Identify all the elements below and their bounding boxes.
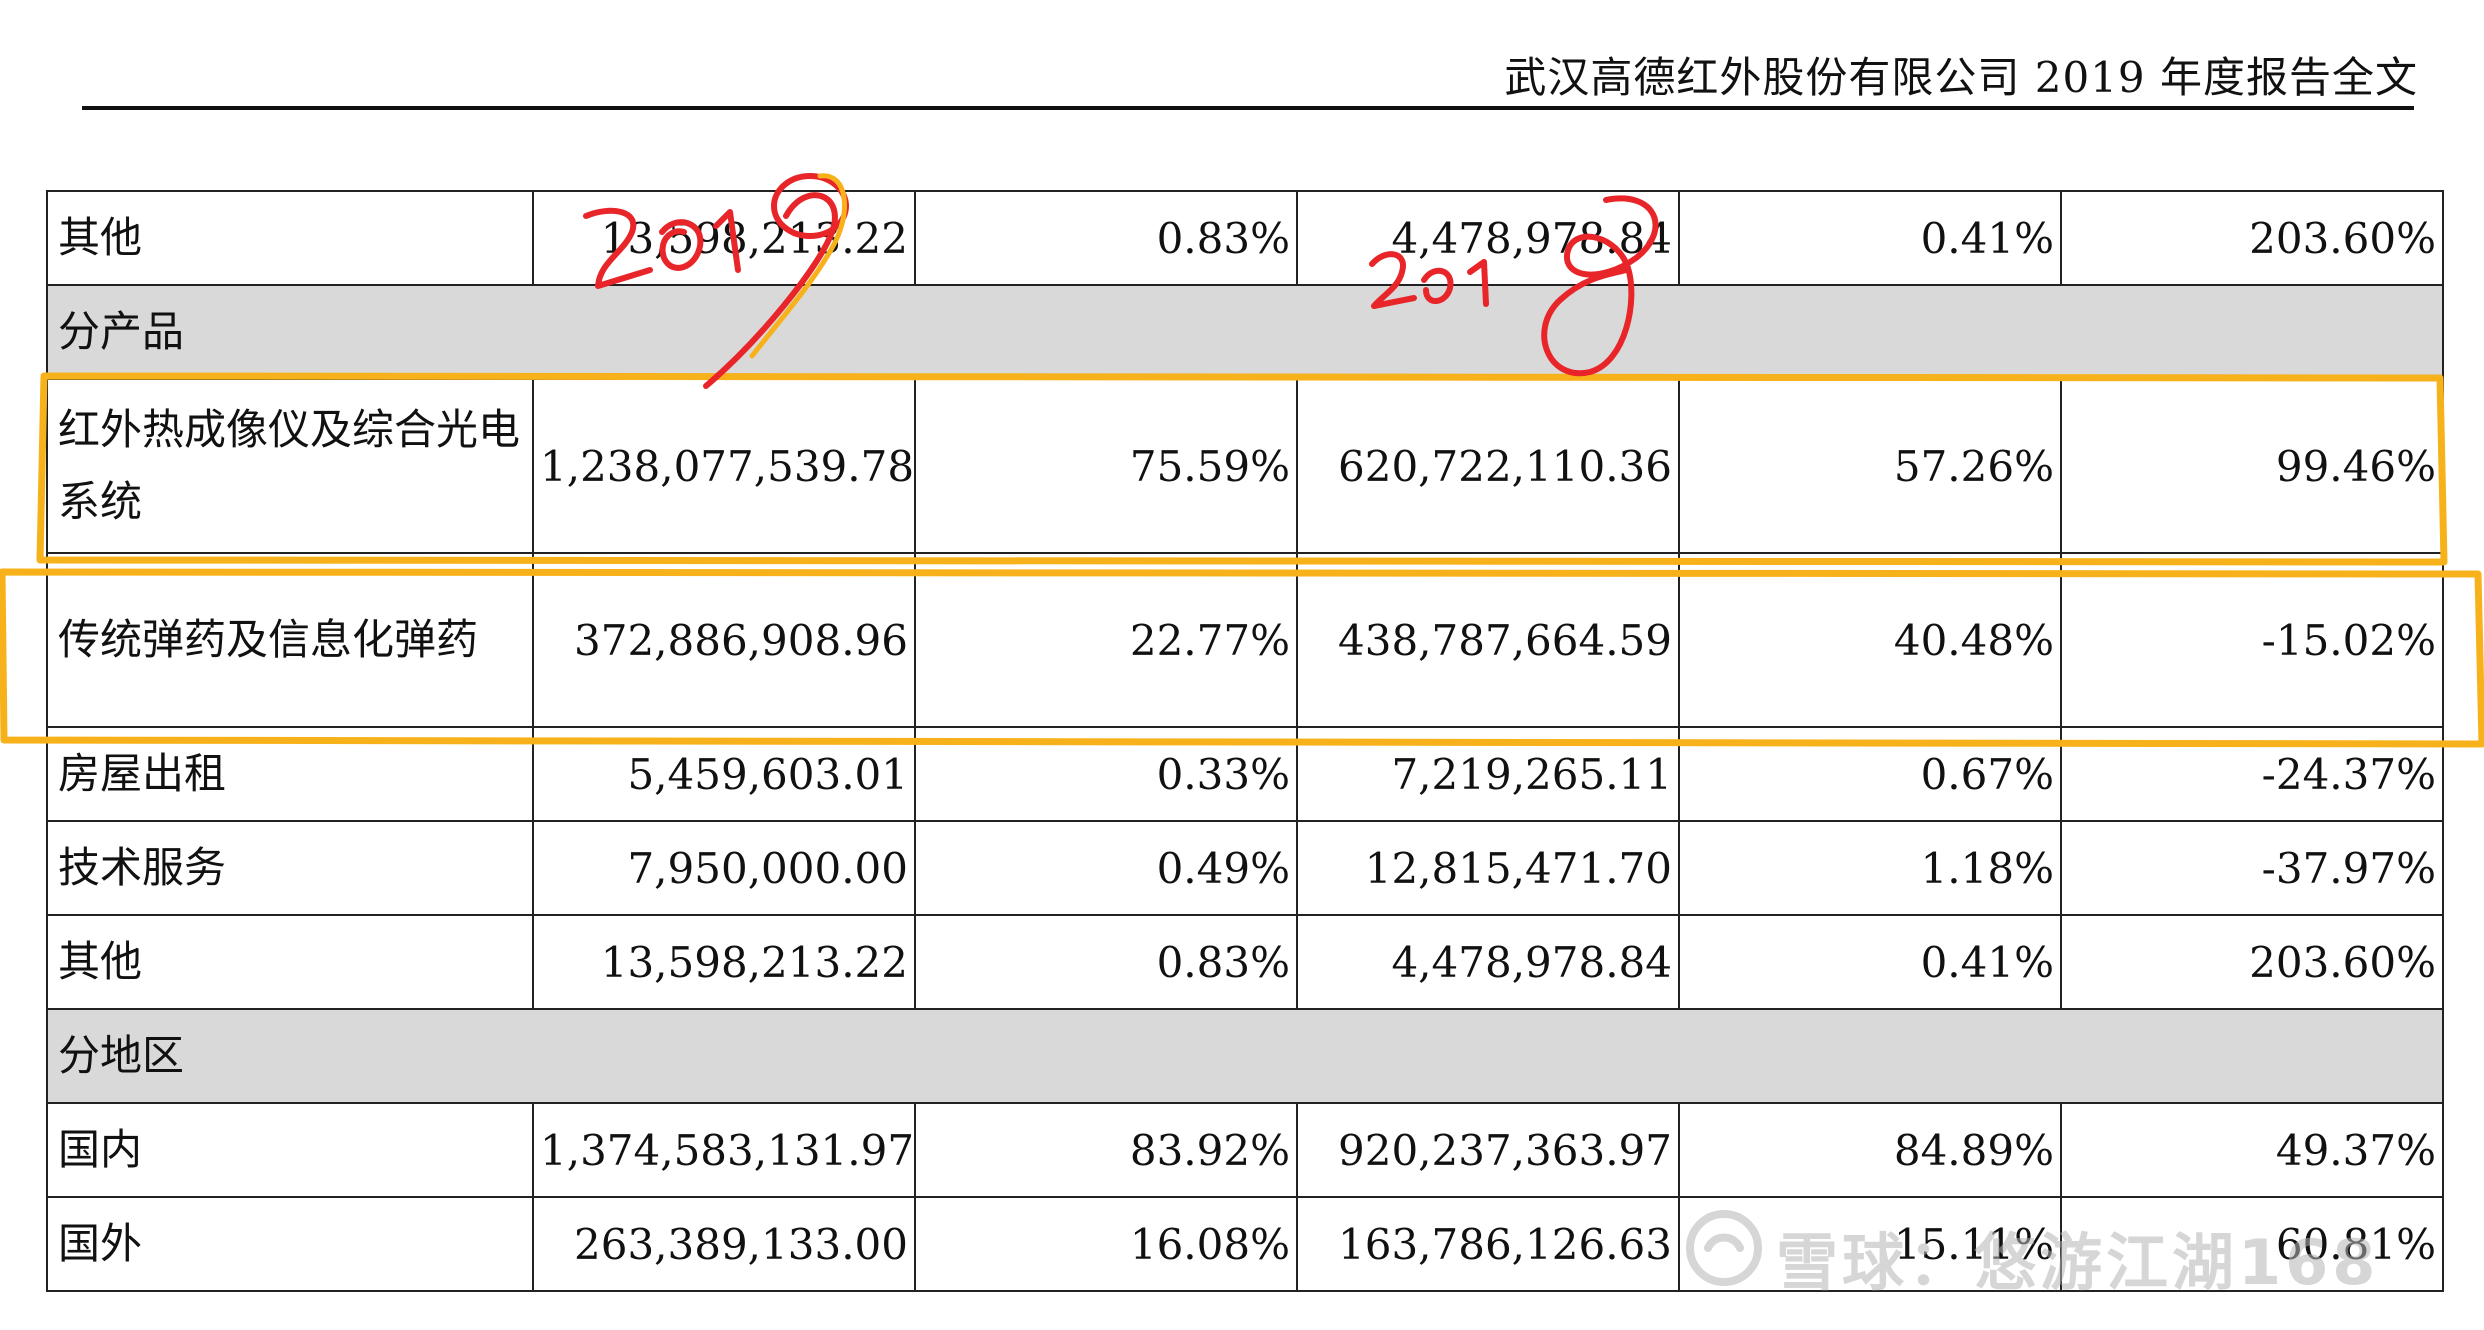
amount-2019: 7,950,000.00 <box>532 820 916 916</box>
report-header-title: 武汉高德红外股份有限公司 2019 年度报告全文 <box>1504 53 2418 102</box>
amount-2018: 7,219,265.11 <box>1296 726 1680 822</box>
amount-2018: 920,237,363.97 <box>1296 1102 1680 1198</box>
row-label: 其他 <box>46 914 534 1010</box>
yoy-change: 203.60% <box>2060 914 2444 1010</box>
yoy-change: -24.37% <box>2060 726 2444 822</box>
xueqiu-logo-icon <box>1686 1210 1762 1286</box>
yoy-change: 203.60% <box>2060 190 2444 286</box>
amount-2018: 4,478,978.84 <box>1296 190 1680 286</box>
share-2019: 16.08% <box>914 1196 1298 1292</box>
table-row: 其他 13,598,213.22 0.83% 4,478,978.84 0.41% 203… <box>46 190 2444 286</box>
table-row: 国内 1,374,583,131.97 83.92% 920,237,363.97 84… <box>46 1102 2444 1198</box>
share-2019: 0.83% <box>914 914 1298 1010</box>
amount-2018: 438,787,664.59 <box>1296 552 1680 728</box>
share-2018: 40.48% <box>1678 552 2062 728</box>
amount-2019: 1,374,583,131.97 <box>532 1102 916 1198</box>
row-label: 国外 <box>46 1196 534 1292</box>
header-rule <box>82 106 2414 110</box>
table-row: 传统弹药及信息化弹药 372,886,908.96 22.77% 438,787,66… <box>46 552 2444 728</box>
share-2019: 75.59% <box>914 378 1298 554</box>
amount-2018: 4,478,978.84 <box>1296 914 1680 1010</box>
revenue-table-container: 其他 13,598,213.22 0.83% 4,478,978.84 0.41% 203… <box>46 190 2444 1292</box>
table-row: 其他 13,598,213.22 0.83% 4,478,978.84 0.41% 203… <box>46 914 2444 1010</box>
amount-2018: 620,722,110.36 <box>1296 378 1680 554</box>
amount-2019: 263,389,133.00 <box>532 1196 916 1292</box>
row-label: 技术服务 <box>46 820 534 916</box>
section-label: 分地区 <box>46 1008 2444 1104</box>
row-label: 房屋出租 <box>46 726 534 822</box>
share-2018: 0.67% <box>1678 726 2062 822</box>
row-label: 传统弹药及信息化弹药 <box>46 552 534 728</box>
share-2018: 57.26% <box>1678 378 2062 554</box>
section-label: 分产品 <box>46 284 2444 380</box>
section-header-row: 分地区 <box>46 1008 2444 1104</box>
table-row: 房屋出租 5,459,603.01 0.33% 7,219,265.11 0.67% -2… <box>46 726 2444 822</box>
share-2018: 0.41% <box>1678 190 2062 286</box>
yoy-change: 99.46% <box>2060 378 2444 554</box>
share-2018: 0.41% <box>1678 914 2062 1010</box>
share-2019: 0.33% <box>914 726 1298 822</box>
yoy-change: -37.97% <box>2060 820 2444 916</box>
amount-2019: 13,598,213.22 <box>532 914 916 1010</box>
revenue-breakdown-table: 其他 13,598,213.22 0.83% 4,478,978.84 0.41% 203… <box>46 190 2444 1292</box>
amount-2019: 372,886,908.96 <box>532 552 916 728</box>
yoy-change: 49.37% <box>2060 1102 2444 1198</box>
share-2019: 0.83% <box>914 190 1298 286</box>
amount-2018: 12,815,471.70 <box>1296 820 1680 916</box>
row-label: 国内 <box>46 1102 534 1198</box>
yoy-change: 60.81% <box>2060 1196 2444 1292</box>
share-2018: 1.18% <box>1678 820 2062 916</box>
table-row: 国外 263,389,133.00 16.08% 163,786,126.63 15.1… <box>46 1196 2444 1292</box>
amount-2018: 163,786,126.63 <box>1296 1196 1680 1292</box>
section-header-row: 分产品 <box>46 284 2444 380</box>
amount-2019: 1,238,077,539.78 <box>532 378 916 554</box>
watermark-text: 雪球：悠游江湖168 <box>1776 1226 2380 1299</box>
share-2019: 22.77% <box>914 552 1298 728</box>
table-row: 红外热成像仪及综合光电系统 1,238,077,539.78 75.59% 620,7… <box>46 378 2444 554</box>
row-label: 红外热成像仪及综合光电系统 <box>46 378 534 554</box>
yoy-change: -15.02% <box>2060 552 2444 728</box>
amount-2019: 5,459,603.01 <box>532 726 916 822</box>
amount-2019: 13,598,213.22 <box>532 190 916 286</box>
share-2019: 0.49% <box>914 820 1298 916</box>
share-2018: 84.89% <box>1678 1102 2062 1198</box>
table-row: 技术服务 7,950,000.00 0.49% 12,815,471.70 1.18% -… <box>46 820 2444 916</box>
row-label: 其他 <box>46 190 534 286</box>
share-2019: 83.92% <box>914 1102 1298 1198</box>
